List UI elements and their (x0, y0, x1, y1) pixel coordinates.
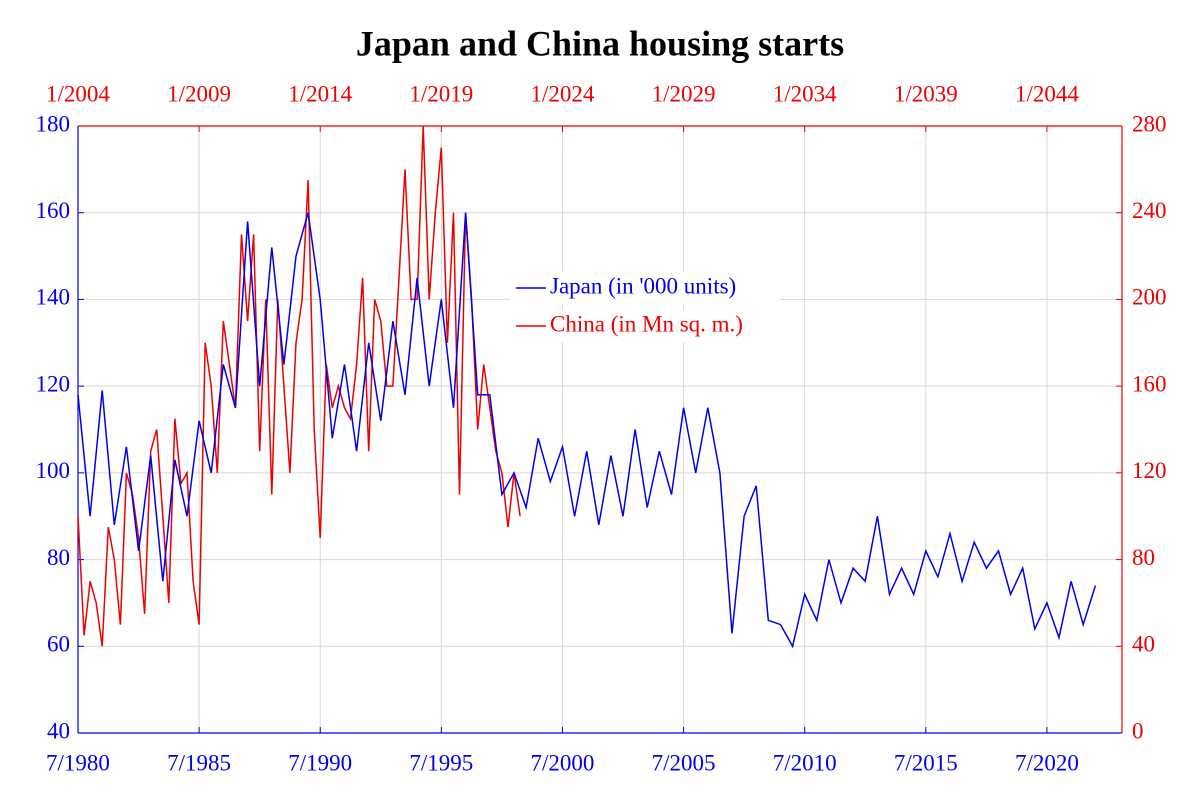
y2-tick-label: 0 (1132, 718, 1144, 743)
x2-tick-label: 1/2044 (1015, 81, 1079, 106)
series-line (77, 125, 521, 647)
y-tick-label: 60 (47, 632, 70, 657)
y-tick-label: 120 (36, 371, 71, 396)
legend-label: China (in Mn sq. m.) (550, 311, 743, 336)
y-tick-label: 80 (47, 545, 70, 570)
x2-tick-label: 1/2004 (46, 81, 110, 106)
y-tick-label: 160 (36, 198, 71, 223)
x-tick-label: 7/2000 (531, 750, 595, 775)
y-tick-label: 100 (36, 458, 71, 483)
y-tick-label: 40 (47, 718, 70, 743)
x-tick-label: 7/2005 (652, 750, 716, 775)
y2-tick-label: 160 (1132, 371, 1167, 396)
x2-tick-label: 1/2034 (773, 81, 837, 106)
x2-tick-label: 1/2009 (167, 81, 231, 106)
legend-bg (510, 310, 780, 342)
y2-tick-label: 120 (1132, 458, 1167, 483)
x-tick-label: 7/2015 (894, 750, 958, 775)
x-tick-label: 7/2010 (773, 750, 837, 775)
x2-tick-label: 1/2014 (288, 81, 352, 106)
y2-tick-label: 240 (1132, 198, 1167, 223)
legend-bg (510, 272, 780, 304)
chart-title: Japan and China housing starts (356, 23, 844, 63)
x2-tick-label: 1/2019 (409, 81, 473, 106)
y-tick-label: 180 (36, 111, 71, 136)
x-tick-label: 7/1985 (167, 750, 231, 775)
y2-tick-label: 200 (1132, 285, 1167, 310)
x-tick-label: 7/2020 (1015, 750, 1079, 775)
y2-tick-label: 80 (1132, 545, 1155, 570)
y-tick-label: 140 (36, 285, 71, 310)
x-tick-label: 7/1990 (288, 750, 352, 775)
x2-tick-label: 1/2039 (894, 81, 958, 106)
x2-tick-label: 1/2029 (652, 81, 716, 106)
series-line (77, 212, 1097, 649)
y2-tick-label: 40 (1132, 632, 1155, 657)
x2-tick-label: 1/2024 (531, 81, 595, 106)
legend-label: Japan (in '000 units) (550, 273, 736, 298)
x-tick-label: 7/1980 (46, 750, 110, 775)
x-tick-label: 7/1995 (409, 750, 473, 775)
y2-tick-label: 280 (1132, 111, 1167, 136)
